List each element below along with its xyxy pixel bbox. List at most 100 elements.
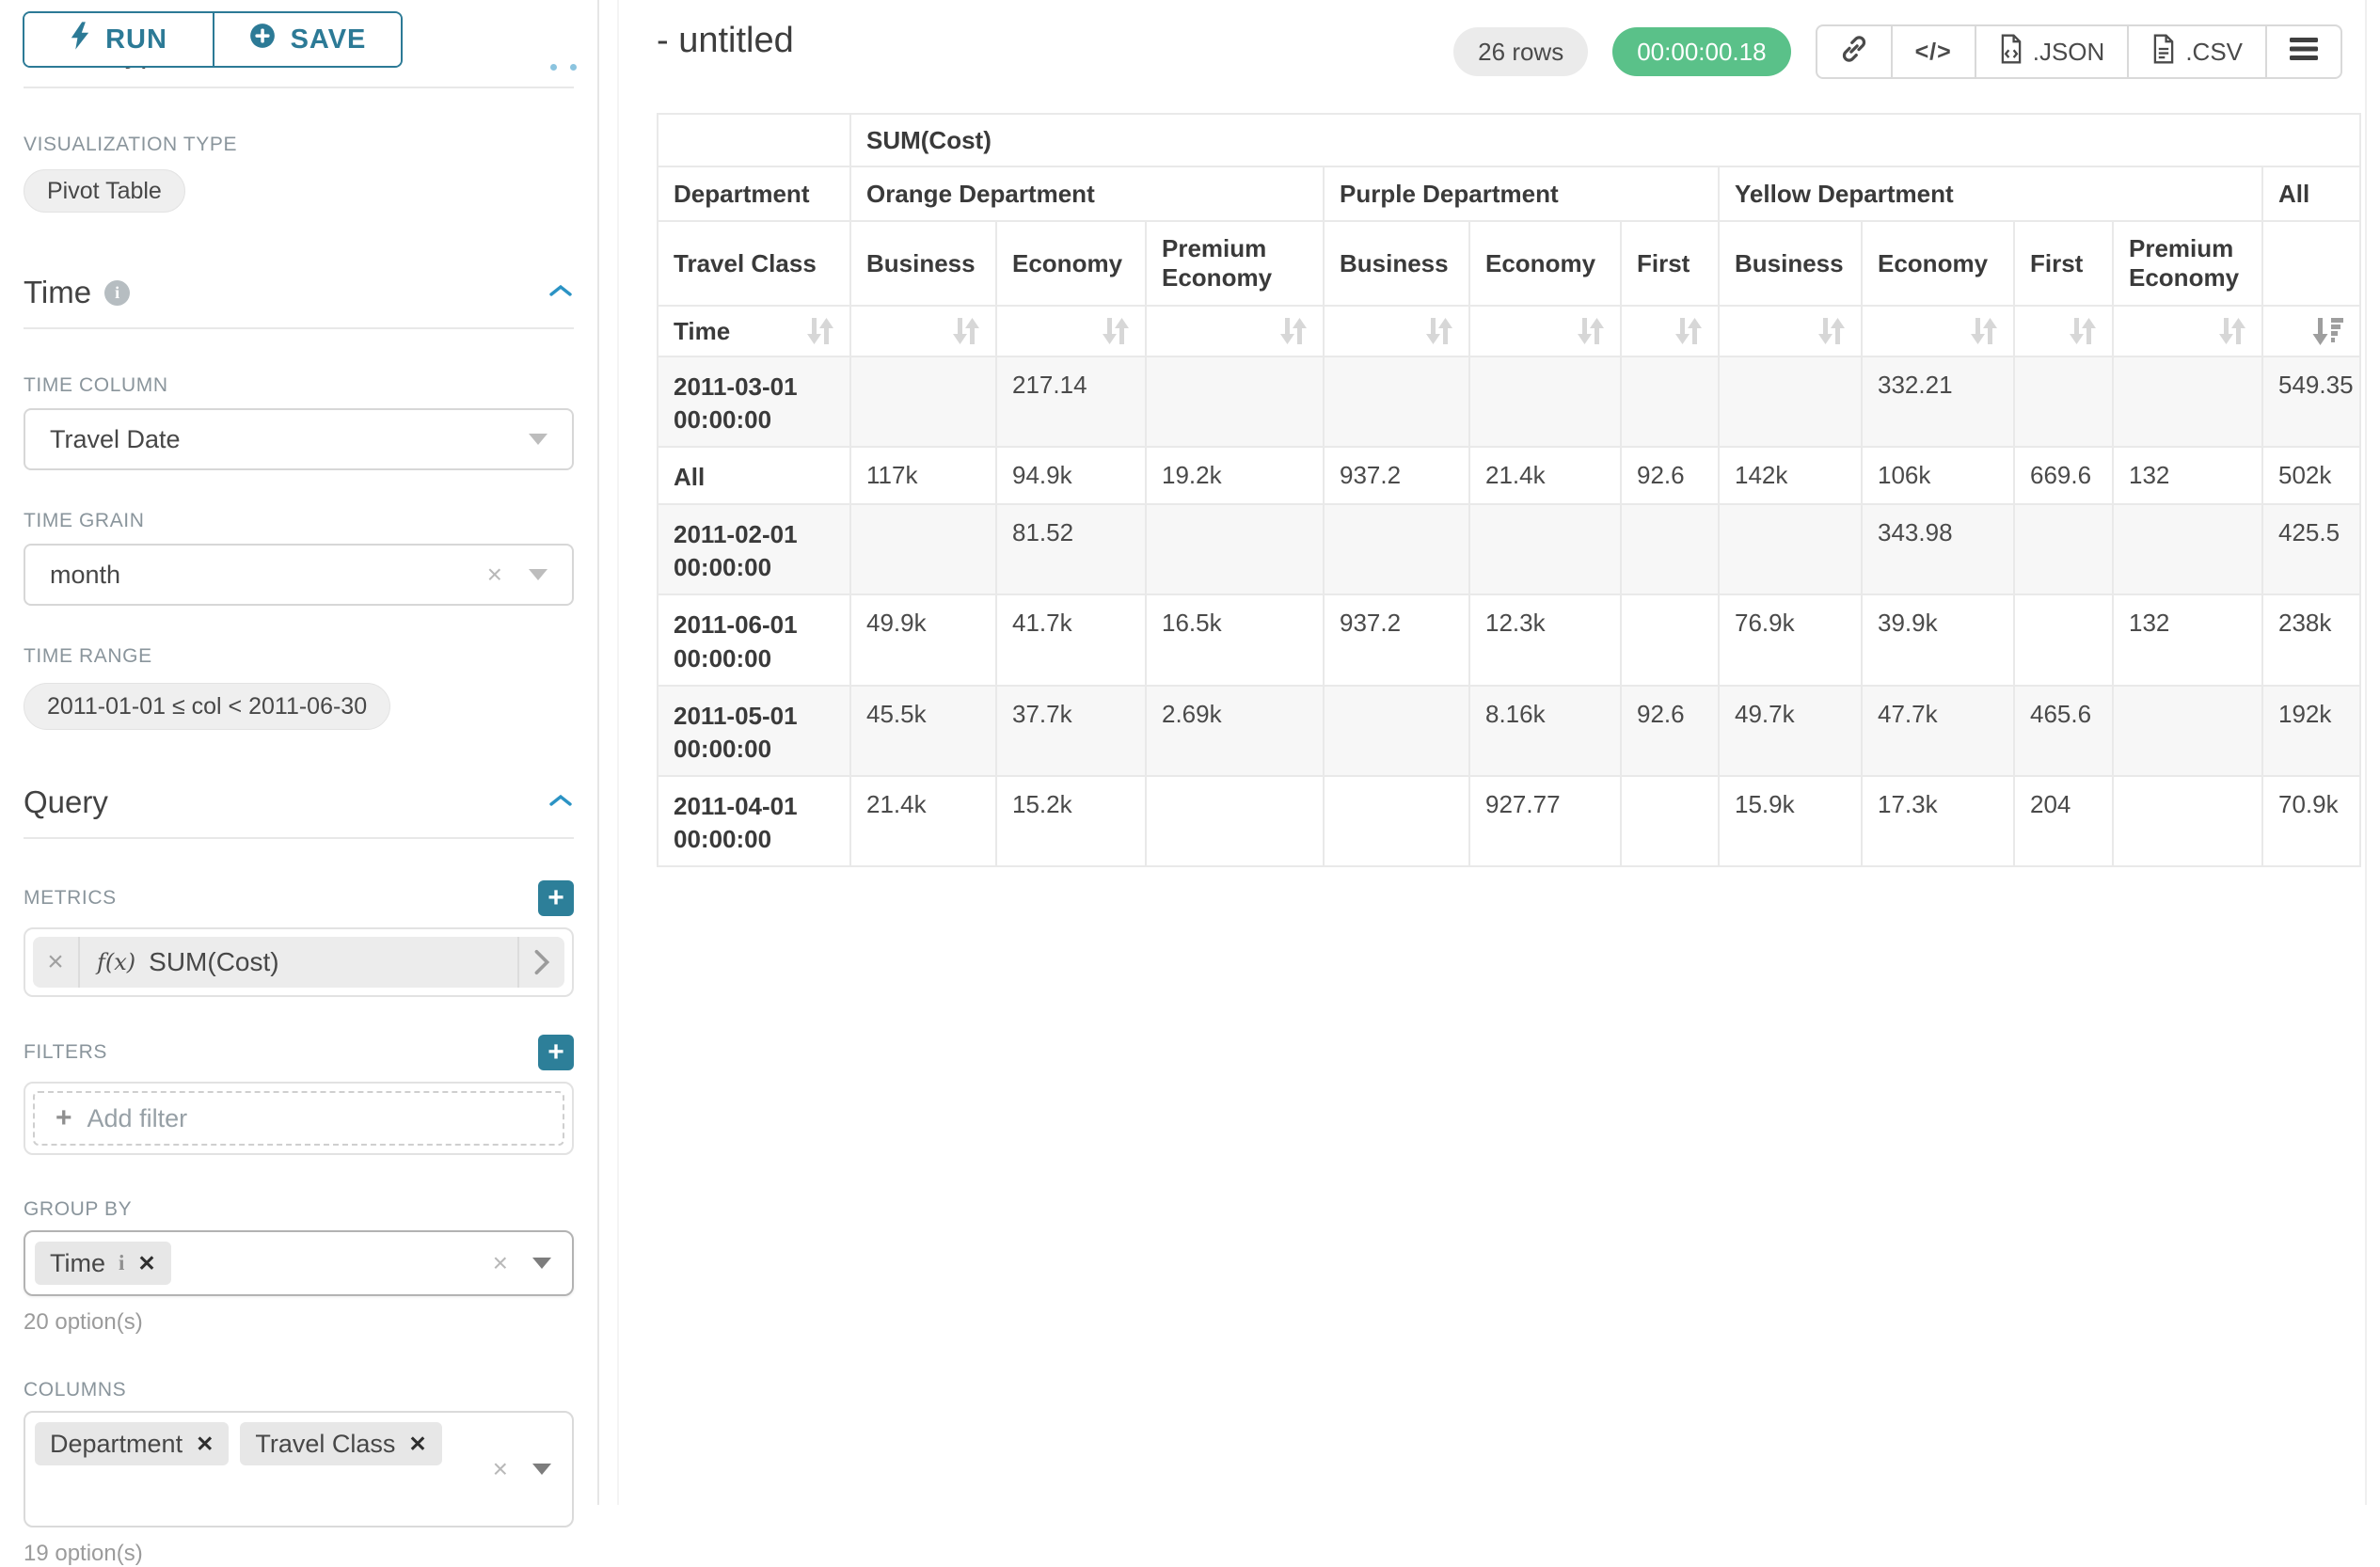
plus-circle-icon: [249, 23, 276, 56]
columns-select[interactable]: Department✕ Travel Class✕ ×: [24, 1411, 574, 1527]
pivot-cell: 45.5k: [850, 686, 996, 776]
pivot-cell: [1324, 686, 1469, 776]
fx-icon: f(x): [97, 949, 135, 975]
sort-header-cell: [2014, 306, 2113, 356]
sort-toggle-icon[interactable]: [806, 316, 834, 346]
sort-toggle-icon[interactable]: [1970, 316, 1998, 346]
clear-icon[interactable]: ×: [487, 562, 502, 588]
pivot-cell: [2113, 686, 2262, 776]
metrics-label: METRICS: [24, 887, 117, 910]
clear-icon[interactable]: ×: [493, 1250, 508, 1276]
pivot-cell: [1719, 356, 1862, 447]
time-grain-select[interactable]: month ×: [24, 544, 574, 606]
sort-toggle-icon[interactable]: [1425, 316, 1453, 346]
sort-toggle-icon[interactable]: [2218, 316, 2246, 346]
pivot-cell: 16.5k: [1146, 594, 1324, 685]
query-section-header: Query: [24, 784, 574, 820]
sort-toggle-icon[interactable]: [952, 316, 980, 346]
pivot-cell: [1146, 356, 1324, 447]
control-panel: RUN SAVE Chart Type VISUALIZATION TYPE P…: [0, 0, 599, 1505]
viz-type-pill[interactable]: Pivot Table: [24, 169, 185, 213]
chart-area: - untitled 26 rows 00:00:00.18 </> .JSON: [617, 0, 2367, 1505]
pivot-cell: [2014, 356, 2113, 447]
chevron-right-icon[interactable]: [517, 937, 564, 988]
run-button[interactable]: RUN: [24, 13, 213, 66]
chart-title[interactable]: - untitled: [657, 21, 794, 61]
pivot-cell: [1621, 504, 1719, 594]
time-grain-value: month: [50, 561, 120, 590]
save-button[interactable]: SAVE: [213, 13, 401, 66]
time-sort-header: Time: [658, 306, 850, 356]
travel-class-header: [2262, 221, 2360, 306]
filters-label: FILTERS: [24, 1041, 107, 1064]
selected-value-tag[interactable]: Department✕: [35, 1422, 229, 1465]
pivot-cell: [850, 504, 996, 594]
pivot-cell: 19.2k: [1146, 447, 1324, 504]
clear-icon[interactable]: ×: [493, 1456, 508, 1482]
add-filter-button[interactable]: +: [538, 1035, 574, 1070]
sort-toggle-icon[interactable]: [1817, 316, 1846, 346]
pivot-cell: 217.14: [996, 356, 1146, 447]
travel-class-header: Business: [850, 221, 996, 306]
time-label: Time: [674, 317, 730, 346]
add-metric-button[interactable]: +: [538, 880, 574, 916]
chevron-up-icon[interactable]: [547, 792, 574, 814]
section-divider: [24, 87, 574, 88]
pivot-cell: 937.2: [1324, 447, 1469, 504]
export-json-button[interactable]: .JSON: [1975, 26, 2128, 77]
sort-toggle-icon[interactable]: [1674, 316, 1703, 346]
group-by-hint: 20 option(s): [24, 1309, 574, 1336]
sort-toggle-icon[interactable]: [2069, 316, 2097, 346]
pivot-cell: 132: [2113, 594, 2262, 685]
pivot-cell: 117k: [850, 447, 996, 504]
code-icon: </>: [1915, 39, 1952, 66]
sort-toggle-icon[interactable]: [1102, 316, 1130, 346]
sort-header-cell: [1324, 306, 1469, 356]
row-label: 2011-02-01 00:00:00: [658, 504, 850, 594]
pivot-cell: 465.6: [2014, 686, 2113, 776]
columns-hint: 19 option(s): [24, 1541, 574, 1567]
sort-header-row: Time: [658, 306, 2360, 356]
remove-metric-icon[interactable]: ×: [33, 937, 80, 988]
sort-toggle-icon[interactable]: [1279, 316, 1308, 346]
pivot-cell: [1719, 504, 1862, 594]
chevron-up-icon[interactable]: [547, 282, 574, 304]
export-csv-button[interactable]: .CSV: [2127, 26, 2265, 77]
menu-button[interactable]: [2265, 26, 2340, 77]
selected-value-tag[interactable]: Travel Class✕: [240, 1422, 441, 1465]
pivot-cell: 343.98: [1862, 504, 2014, 594]
run-save-button-group: RUN SAVE: [23, 11, 403, 68]
sort-descending-active-icon[interactable]: [2312, 316, 2344, 346]
travel-class-header: Business: [1719, 221, 1862, 306]
pivot-cell: 927.77: [1469, 776, 1621, 866]
remove-tag-icon[interactable]: ✕: [196, 1432, 214, 1457]
panel-resize-handle[interactable]: [550, 64, 577, 71]
pivot-cell: 70.9k: [2262, 776, 2360, 866]
remove-tag-icon[interactable]: ✕: [137, 1251, 155, 1276]
time-range-pill[interactable]: 2011-01-01 ≤ col < 2011-06-30: [24, 683, 390, 730]
remove-tag-icon[interactable]: ✕: [408, 1432, 426, 1457]
copy-link-button[interactable]: [1817, 26, 1891, 77]
info-icon: i: [104, 280, 130, 306]
time-column-select[interactable]: Travel Date: [24, 408, 574, 470]
pivot-cell: 192k: [2262, 686, 2360, 776]
sort-toggle-icon[interactable]: [1577, 316, 1605, 346]
export-button-group: </> .JSON .CSV: [1816, 24, 2342, 79]
columns-label: COLUMNS: [24, 1379, 574, 1401]
metric-body[interactable]: f(x) SUM(Cost): [80, 937, 517, 988]
add-filter-dropzone[interactable]: + Add filter: [33, 1091, 564, 1146]
travel-class-header: Economy: [996, 221, 1146, 306]
metric-name: SUM(Cost): [149, 947, 278, 977]
pivot-cell: 39.9k: [1862, 594, 2014, 685]
metric-item[interactable]: × f(x) SUM(Cost): [33, 937, 564, 988]
viz-type-label: VISUALIZATION TYPE: [24, 134, 574, 156]
pivot-cell: 17.3k: [1862, 776, 2014, 866]
sort-header-cell: [1862, 306, 2014, 356]
section-divider: [24, 837, 574, 839]
metrics-container: × f(x) SUM(Cost): [24, 927, 574, 997]
embed-code-button[interactable]: </>: [1891, 26, 1975, 77]
